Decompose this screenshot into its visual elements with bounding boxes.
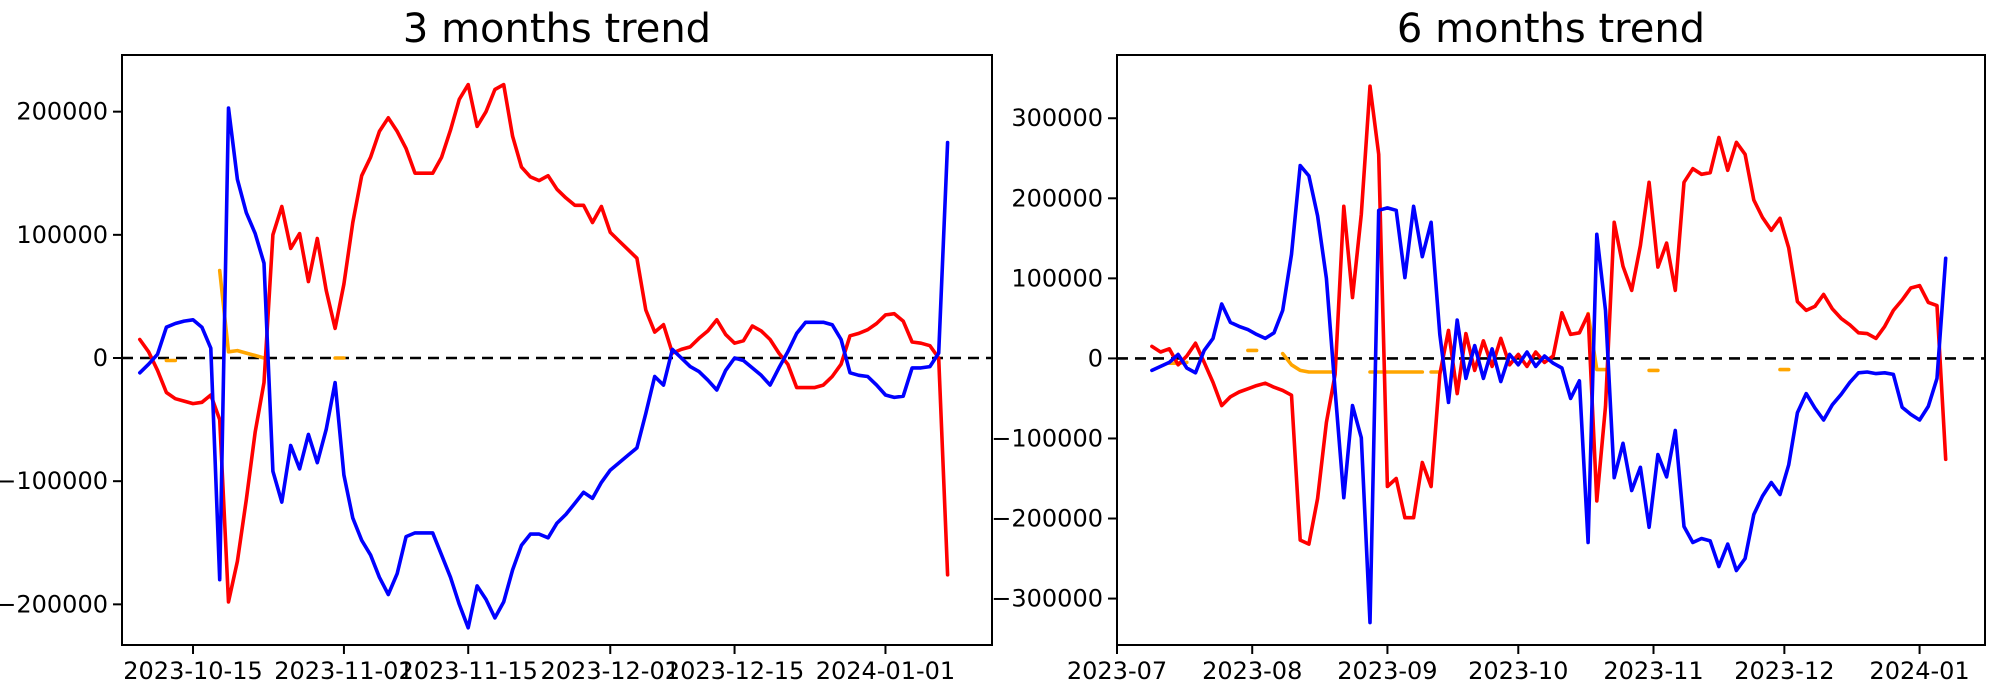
- series-orange-line: [217, 268, 266, 360]
- plot-border: [121, 54, 993, 646]
- x-axis-tick-label: 2023-12: [1734, 657, 1834, 685]
- series-red-line: [138, 82, 950, 604]
- y-axis-tick-label: −200000: [0, 590, 108, 618]
- x-axis-tick-label: 2023-07: [1067, 657, 1167, 685]
- x-axis-tick-label: 2024-01-01: [816, 657, 955, 685]
- x-axis-tick-label: 2023-09: [1337, 657, 1437, 685]
- y-axis-tick-label: 100000: [1011, 264, 1103, 292]
- x-axis-tick-label: 2023-10: [1468, 657, 1568, 685]
- y-axis-tick-label: −100000: [0, 467, 108, 495]
- series-orange-line: [1586, 311, 1608, 372]
- chart-6-months-trend: 2023-07 2023-08 2023-09 2023-10 2023-11 2023-…: [991, 54, 1986, 685]
- x-axis-tick-label: 2023-12-01: [541, 657, 680, 685]
- x-axis-tick-label: 2023-11-01: [274, 657, 413, 685]
- y-axis-tick-label: −100000: [991, 424, 1103, 452]
- y-axis-tick-label: 100000: [16, 221, 108, 249]
- y-axis-tick-label: 200000: [16, 98, 108, 126]
- chart-title-3-months: 3 months trend: [403, 6, 711, 52]
- y-axis-tick-label: 0: [93, 344, 108, 372]
- series-blue-line: [138, 106, 950, 630]
- chart-title-6-months: 6 months trend: [1397, 6, 1705, 52]
- series-orange-line: [1280, 351, 1337, 374]
- y-axis-tick-label: 200000: [1011, 184, 1103, 212]
- x-axis-tick-label: 2023-12-15: [665, 657, 804, 685]
- x-axis-tick-label: 2024-01: [1869, 657, 1969, 685]
- series-blue-line: [1150, 163, 1948, 625]
- x-axis-tick-label: 2023-11-15: [398, 657, 537, 685]
- y-axis-tick-label: −200000: [991, 505, 1103, 533]
- y-axis-tick-label: 300000: [1011, 104, 1103, 132]
- plot-border: [1116, 54, 1986, 646]
- x-axis-tick-label: 2023-10-15: [123, 657, 262, 685]
- y-axis-tick-label: −300000: [991, 585, 1103, 613]
- y-axis-tick-label: 0: [1088, 344, 1103, 372]
- x-axis-tick-label: 2023-11: [1603, 657, 1703, 685]
- x-axis-tick-label: 2023-08: [1202, 657, 1302, 685]
- series-red-line: [1150, 84, 1948, 546]
